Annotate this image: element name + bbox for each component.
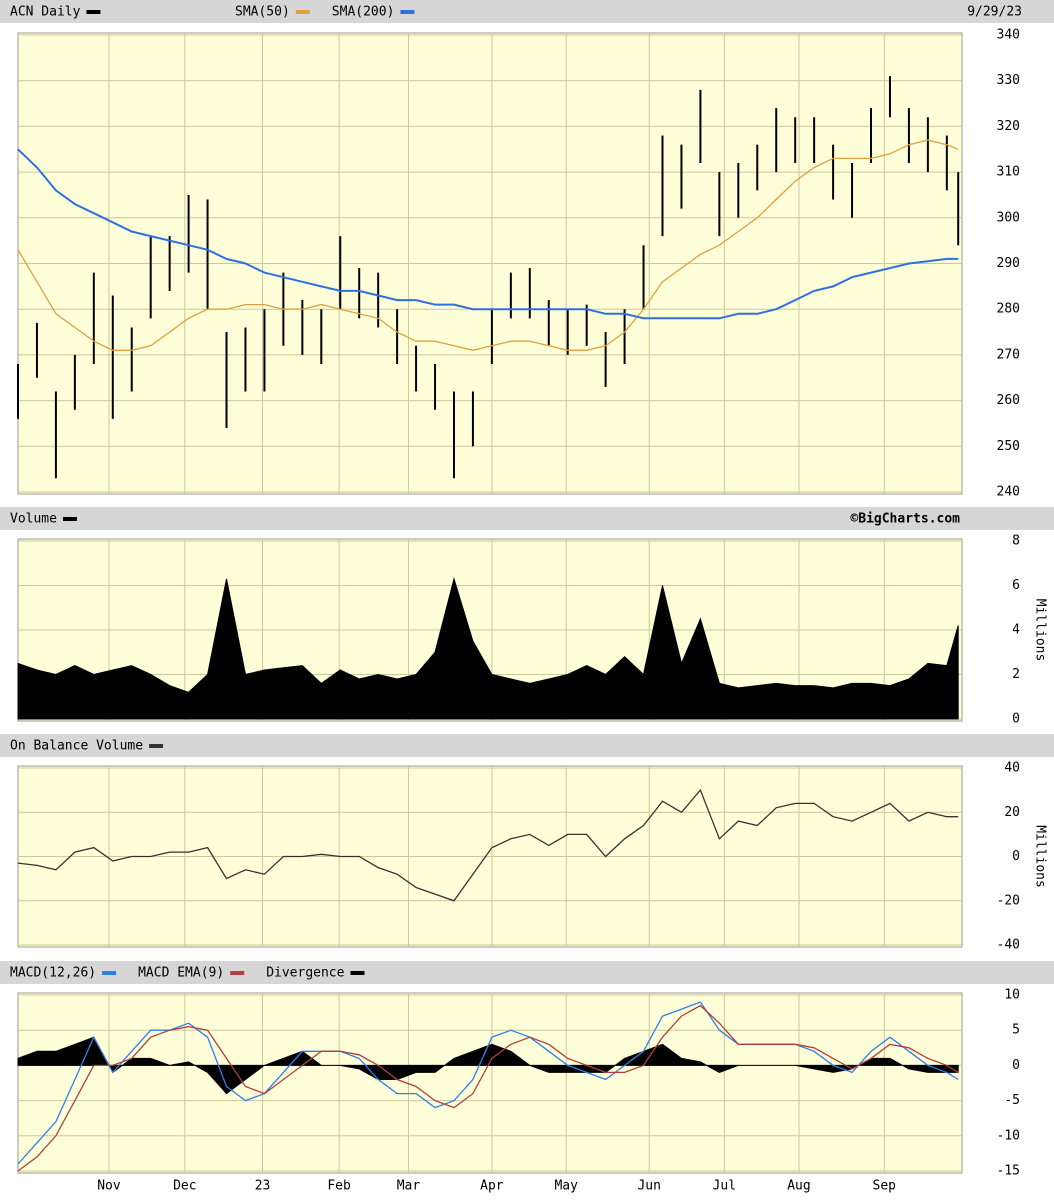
y-tick-label: 40: [1004, 761, 1020, 776]
legend-label: Divergence: [266, 966, 344, 981]
header-bar: [0, 734, 1054, 757]
legend-label: SMA(50): [235, 5, 290, 20]
y-tick-label: 2: [1012, 667, 1020, 682]
y-tick-label: 4: [1012, 623, 1020, 638]
y-tick-label: -20: [997, 893, 1020, 908]
y-tick-label: 330: [997, 73, 1020, 88]
x-tick-label: Feb: [327, 1179, 351, 1194]
y-tick-label: 260: [997, 393, 1020, 408]
x-tick-label: Apr: [480, 1179, 504, 1194]
y-tick-label: 0: [1012, 849, 1020, 864]
y-axis-label: Millions: [1033, 825, 1048, 888]
legend-label: SMA(200): [332, 5, 395, 20]
x-tick-label: 23: [255, 1179, 271, 1194]
y-tick-label: 0: [1012, 712, 1020, 727]
y-tick-label: 290: [997, 256, 1020, 271]
y-tick-label: -40: [997, 938, 1020, 953]
y-tick-label: 5: [1012, 1023, 1020, 1038]
y-tick-label: -5: [1004, 1093, 1020, 1108]
legend-label: MACD(12,26): [10, 966, 96, 981]
x-tick-label: Nov: [97, 1179, 121, 1194]
y-tick-label: 310: [997, 165, 1020, 180]
macd-line: [17, 1001, 959, 1165]
y-tick-label: 280: [997, 302, 1020, 317]
obv-line: [17, 788, 959, 902]
y-tick-label: 320: [997, 119, 1020, 134]
y-tick-label: 6: [1012, 578, 1020, 593]
x-tick-label: May: [554, 1179, 578, 1194]
plot-area: [17, 992, 963, 1174]
header-bar: [0, 961, 1054, 984]
y-tick-label: 20: [1004, 805, 1020, 820]
macd-line: [17, 1004, 959, 1172]
x-tick-label: Mar: [397, 1179, 421, 1194]
chart-date: 9/29/23: [967, 5, 1022, 20]
y-tick-label: 300: [997, 210, 1020, 225]
legend-swatch: [62, 517, 77, 521]
header-bar: [0, 507, 1054, 530]
x-tick-label: Dec: [173, 1179, 196, 1194]
y-tick-label: 10: [1004, 988, 1020, 1003]
y-tick-label: 340: [997, 28, 1020, 43]
y-tick-label: 0: [1012, 1058, 1020, 1073]
chart-title: ACN Daily: [10, 5, 81, 20]
x-tick-label: Jun: [637, 1179, 660, 1194]
x-tick-label: Aug: [787, 1179, 810, 1194]
volume-area: [17, 576, 959, 720]
panel-title: Volume: [10, 512, 57, 527]
x-tick-label: Jul: [713, 1179, 736, 1194]
x-tick-label: Sep: [873, 1179, 897, 1194]
y-tick-label: 270: [997, 347, 1020, 362]
panel-title: On Balance Volume: [10, 739, 143, 754]
legend-swatch: [102, 971, 117, 975]
y-tick-label: -10: [997, 1128, 1020, 1143]
y-tick-label: 8: [1012, 534, 1020, 549]
legend-swatch: [400, 10, 415, 14]
y-tick-label: -15: [997, 1164, 1020, 1179]
legend-label: MACD EMA(9): [138, 966, 224, 981]
legend-swatch: [295, 10, 310, 14]
legend-swatch: [350, 971, 365, 975]
y-tick-label: 250: [997, 439, 1020, 454]
legend-swatch: [149, 744, 164, 748]
legend-swatch: [86, 10, 101, 14]
legend-swatch: [230, 971, 245, 975]
y-axis-label: Millions: [1033, 599, 1048, 662]
y-tick-label: 240: [997, 485, 1020, 500]
header-bar: [0, 0, 1054, 23]
sma-line: [17, 148, 959, 320]
credit: ©BigCharts.com: [850, 512, 960, 527]
sma-line: [17, 139, 959, 351]
